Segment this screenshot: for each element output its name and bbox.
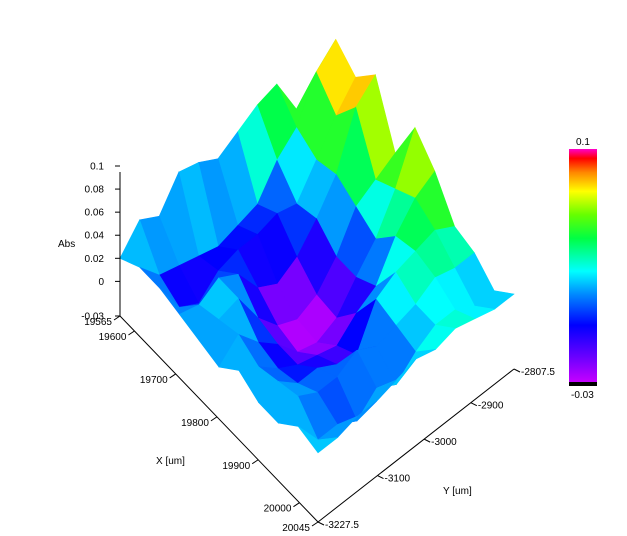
y-tick-label: -3100 bbox=[385, 474, 411, 485]
y-axis-line bbox=[317, 368, 515, 523]
z-axis-label: Abs bbox=[58, 239, 75, 250]
z-tick-label: 0.04 bbox=[85, 231, 105, 242]
x-tick-label: 19565 bbox=[84, 317, 112, 328]
x-tick bbox=[210, 416, 218, 422]
y-tick-label: -2900 bbox=[478, 401, 504, 412]
x-tick bbox=[293, 502, 300, 508]
x-tick bbox=[113, 315, 121, 321]
y-axis: -2807.5 -2900 -3000 -3100 -3227.5 Y [um] bbox=[317, 367, 555, 531]
y-tick-label: -2807.5 bbox=[521, 367, 555, 378]
x-tick bbox=[169, 373, 176, 379]
y-tick bbox=[377, 475, 384, 480]
x-tick bbox=[311, 521, 319, 527]
surface-cell bbox=[297, 426, 339, 454]
colorbar: 0.1 -0.03 bbox=[569, 137, 597, 401]
x-tick-label: 19600 bbox=[99, 332, 127, 343]
y-tick bbox=[513, 368, 521, 373]
x-axis-line bbox=[119, 315, 319, 523]
z-tick-label: 0.06 bbox=[85, 208, 105, 219]
x-tick-label: 20000 bbox=[264, 504, 292, 515]
y-tick-label: -3227.5 bbox=[325, 520, 359, 531]
x-tick bbox=[251, 459, 259, 465]
y-tick-label: -3000 bbox=[431, 437, 457, 448]
x-tick-label: 20045 bbox=[282, 523, 310, 534]
y-tick bbox=[423, 438, 431, 443]
x-tick bbox=[128, 330, 135, 336]
colorbar-min-label: -0.03 bbox=[571, 390, 594, 401]
y-tick bbox=[317, 521, 325, 526]
colorbar-min-band bbox=[569, 382, 597, 386]
x-tick-label: 19700 bbox=[140, 375, 168, 386]
z-tick-label: 0.08 bbox=[85, 185, 105, 196]
z-tick-label: 0.02 bbox=[85, 254, 105, 265]
surface-mesh bbox=[119, 38, 515, 454]
x-axis-label: X [um] bbox=[156, 456, 185, 467]
x-tick-label: 19800 bbox=[181, 418, 209, 429]
z-tick-label: 0 bbox=[98, 277, 104, 288]
z-axis: 0.1 0.08 0.06 0.04 0.02 0 -0.03 Abs bbox=[58, 162, 121, 323]
z-tick-label: 0.1 bbox=[90, 162, 104, 173]
y-tick bbox=[470, 402, 478, 407]
colorbar-max-label: 0.1 bbox=[576, 137, 590, 148]
y-axis-label: Y [um] bbox=[443, 486, 472, 497]
z-tick-label: -0.03 bbox=[81, 312, 104, 323]
colorbar-gradient bbox=[569, 149, 597, 384]
x-axis: 19565 19600 19700 19800 19900 20000 20045 X [u… bbox=[84, 315, 319, 534]
x-tick-label: 19900 bbox=[222, 461, 250, 472]
